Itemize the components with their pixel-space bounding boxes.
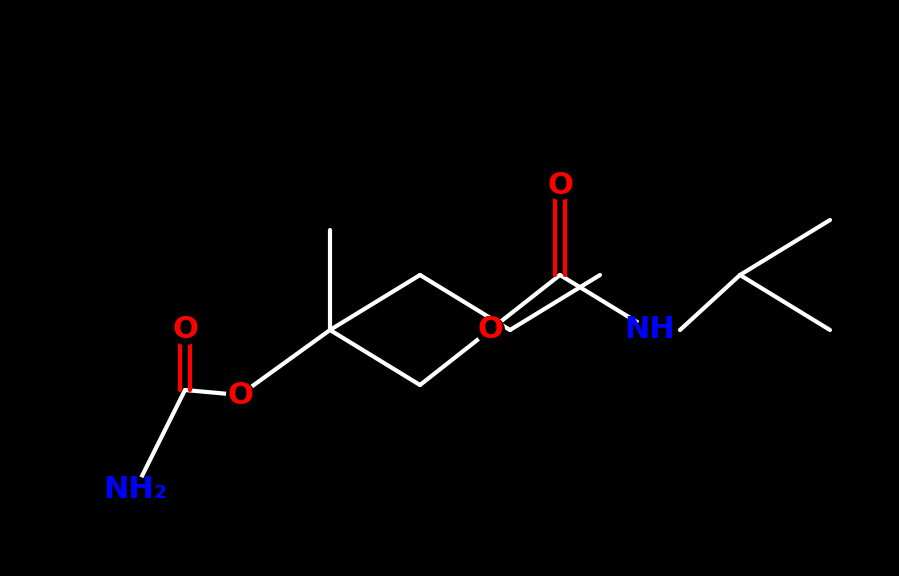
Text: NH₂: NH₂ <box>103 476 167 505</box>
Text: O: O <box>547 170 573 199</box>
Text: O: O <box>227 381 253 410</box>
Text: O: O <box>477 316 503 344</box>
Text: NH: NH <box>625 316 675 344</box>
Text: O: O <box>172 316 198 344</box>
